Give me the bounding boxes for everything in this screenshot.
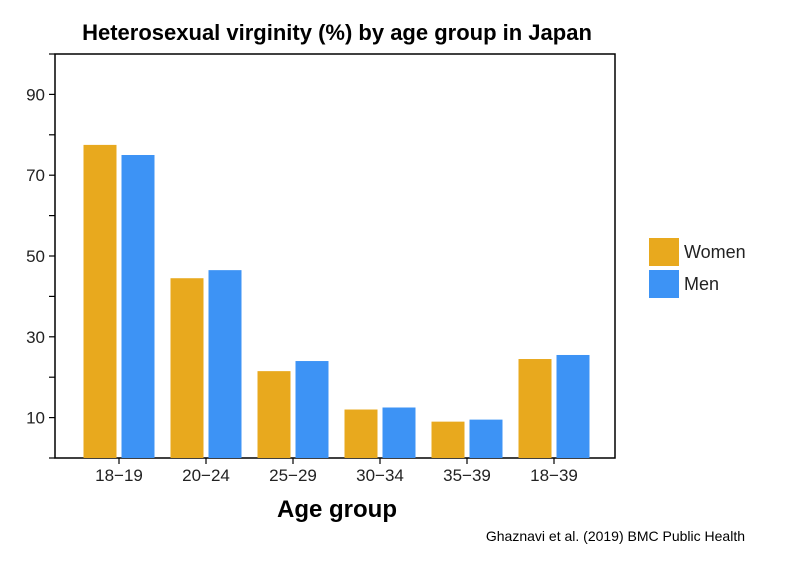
legend-swatch-women xyxy=(649,238,679,266)
legend-label-women: Women xyxy=(684,242,746,262)
bar-women-0 xyxy=(83,144,117,458)
y-tick-label: 10 xyxy=(26,409,45,428)
y-axis: 10 30 50 70 90 xyxy=(26,53,55,459)
bar-men-1 xyxy=(208,270,242,458)
y-tick-label: 70 xyxy=(26,166,45,185)
x-tick-label: 18−39 xyxy=(530,466,578,485)
bar-men-4 xyxy=(469,419,503,458)
x-tick-label: 35−39 xyxy=(443,466,491,485)
bar-men-3 xyxy=(382,407,416,458)
y-tick-label: 90 xyxy=(26,85,45,104)
y-tick-label: 50 xyxy=(26,247,45,266)
x-tick-label: 18−19 xyxy=(95,466,143,485)
bar-men-0 xyxy=(121,155,155,458)
y-tick-label: 30 xyxy=(26,328,45,347)
legend-label-men: Men xyxy=(684,274,719,294)
bars xyxy=(83,144,590,458)
legend-swatch-men xyxy=(649,270,679,298)
bar-men-5 xyxy=(556,354,590,458)
bar-women-3 xyxy=(344,409,378,458)
x-axis: 18−19 20−24 25−29 30−34 35−39 18−39 xyxy=(95,458,578,485)
x-tick-label: 20−24 xyxy=(182,466,230,485)
x-tick-label: 30−34 xyxy=(356,466,404,485)
x-tick-label: 25−29 xyxy=(269,466,317,485)
x-axis-label: Age group xyxy=(277,496,397,523)
source-note: Ghaznavi et al. (2019) BMC Public Health xyxy=(486,528,745,544)
chart-title: Heterosexual virginity (%) by age group … xyxy=(82,20,592,45)
bar-women-4 xyxy=(431,421,465,458)
bar-women-1 xyxy=(170,278,204,458)
legend: Women Men xyxy=(649,238,746,298)
bar-men-2 xyxy=(295,361,329,458)
bar-women-5 xyxy=(518,359,552,458)
bar-women-2 xyxy=(257,371,291,458)
